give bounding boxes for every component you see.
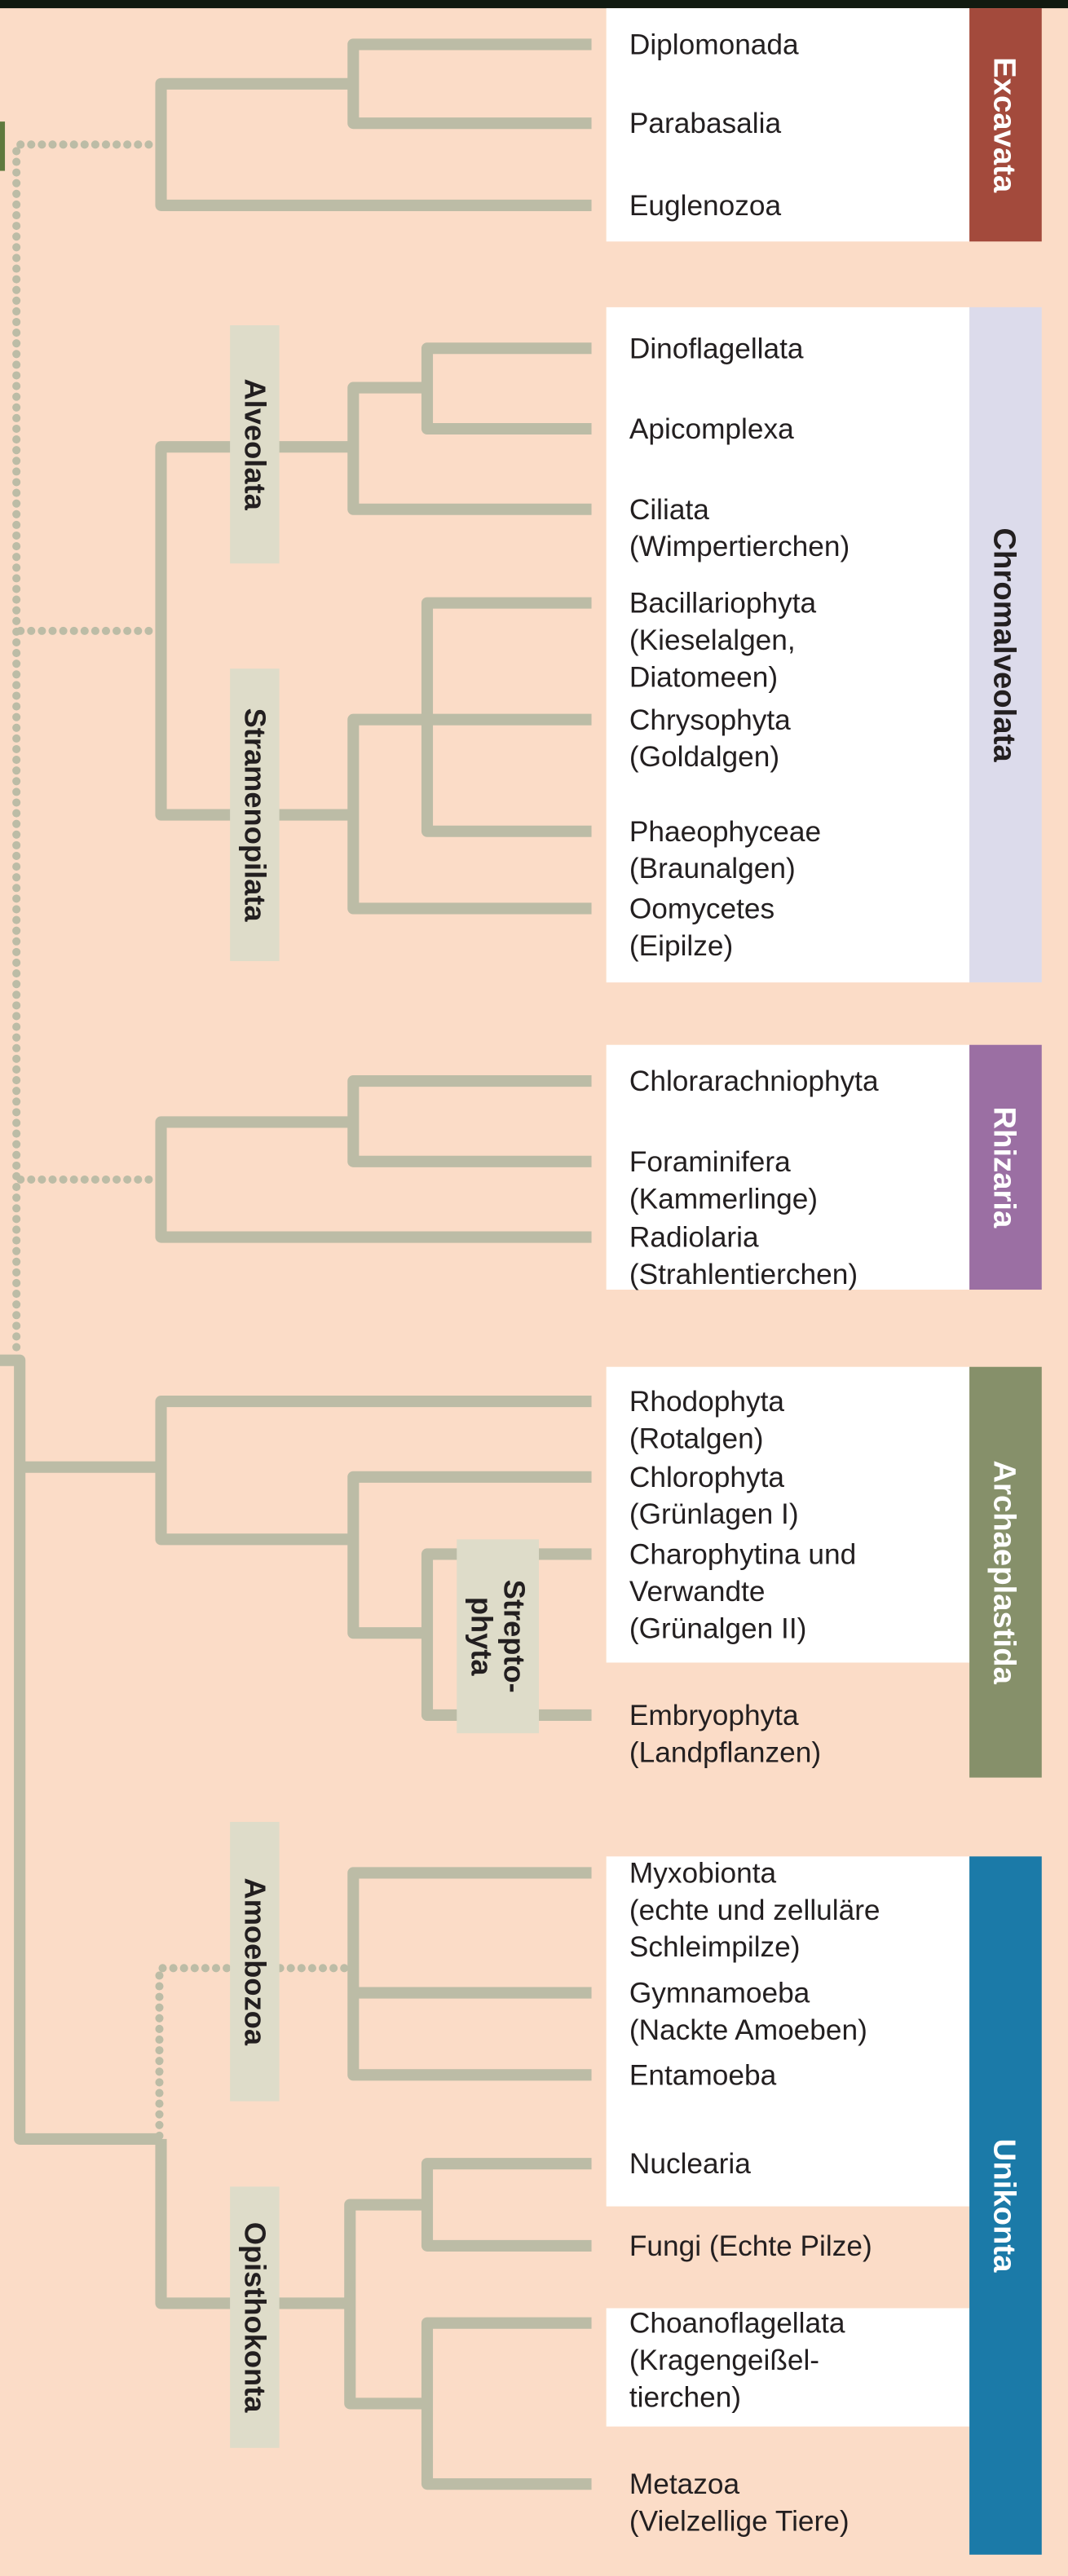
supergroup-label: Unikonta <box>986 2139 1022 2273</box>
taxon-label-line: (Landpflanzen) <box>629 1736 821 1768</box>
clade-label-line: Opisthokonta <box>238 2222 271 2414</box>
left-edge-marker <box>0 121 6 171</box>
top-bar <box>0 0 1068 9</box>
taxon-label-line: Myxobionta <box>629 1858 777 1890</box>
taxon-label: Chlorophyta (Grünlagen I) <box>629 1462 799 1530</box>
supergroup-bar-archaeplastida <box>969 1366 1042 1778</box>
taxon-label-line: Diplomonada <box>629 29 799 61</box>
taxon-label: Embryophyta (Landpflanzen) <box>629 1700 821 1768</box>
taxon-label-line: (Rotalgen) <box>629 1423 764 1454</box>
taxon-label-line: Chrysophyta <box>629 704 791 736</box>
taxon-label: Charophytina und Verwandte (Grünalgen II) <box>629 1539 856 1645</box>
taxon-label-line: (Goldalgen) <box>629 741 779 773</box>
taxon-label-line: Chlorarachniophyta <box>629 1065 879 1097</box>
clade-label-line: Stramenopilata <box>238 708 271 923</box>
supergroup-bars: Excavata Chromalveolata Rhizaria Archaeplas… <box>969 8 1042 2555</box>
taxon-label: Apicomplexa <box>629 413 794 445</box>
taxon-label-line: Charophytina und <box>629 1539 856 1571</box>
clade-label-streptophyta: Strepto-phyta <box>457 1539 540 1734</box>
clade-label-stramenopilata: Stramenopilata <box>230 668 280 961</box>
taxon-label-line: tierchen) <box>629 2381 741 2413</box>
taxon-label-line: Diatomeen) <box>629 661 778 693</box>
taxon-label-line: (Kieselalgen, <box>629 624 796 656</box>
taxon-label-line: Choanoflagellata <box>629 2308 845 2340</box>
taxon-label: Nuclearia <box>629 2148 751 2180</box>
supergroup-bar-unikonta <box>969 1856 1042 2555</box>
taxon-label-line: Bacillariophyta <box>629 588 817 620</box>
taxon-label-line: Schleimpilze) <box>629 1931 801 1963</box>
taxon-label-line: (Braunalgen) <box>629 853 796 884</box>
leaf-boxes <box>606 8 970 2427</box>
taxon-label-line: Euglenozoa <box>629 190 782 222</box>
taxon-label-line: (Grünlagen I) <box>629 1498 799 1530</box>
taxon-label-line: (Wimpertierchen) <box>629 531 850 562</box>
taxon-label-line: (Grünalgen II) <box>629 1612 806 1644</box>
taxon-label-line: Ciliata <box>629 494 709 526</box>
supergroup-bar-excavata <box>969 8 1042 242</box>
supergroup-label: Archaeplastida <box>986 1460 1022 1684</box>
taxon-label-line: (echte und zelluläre <box>629 1895 880 1926</box>
taxon-label: Euglenozoa <box>629 190 782 222</box>
taxon-label: Phaeophyceae (Braunalgen) <box>629 816 821 884</box>
taxon-label-line: Verwandte <box>629 1576 766 1608</box>
taxon-label: Dinoflagellata <box>629 333 804 364</box>
taxon-label: Myxobionta (echte und zelluläre Schleimpil… <box>629 1858 880 1964</box>
taxon-label: Radiolaria (Strahlentierchen) <box>629 1222 858 1290</box>
taxon-label-line: Apicomplexa <box>629 413 794 445</box>
taxon-label-line: Fungi (Echte Pilze) <box>629 2230 872 2262</box>
taxon-label: Oomycetes (Eipilze) <box>629 893 775 962</box>
taxon-label-line: Embryophyta <box>629 1700 799 1731</box>
taxon-label-line: Rhodophyta <box>629 1386 785 1418</box>
taxon-label-line: Entamoeba <box>629 2059 777 2091</box>
clade-label-line: Amoebozoa <box>238 1878 271 2046</box>
taxon-label: Chrysophyta (Goldalgen) <box>629 704 791 773</box>
taxon-label: Fungi (Echte Pilze) <box>629 2230 872 2262</box>
clade-label-opisthokonta: Opisthokonta <box>230 2186 280 2448</box>
taxon-label-line: Nuclearia <box>629 2148 751 2180</box>
clade-labels: Alveolata Stramenopilata Strepto-phyta Amoe… <box>230 325 540 2448</box>
clade-label-line: Strepto- <box>498 1580 532 1693</box>
taxon-label: Rhodophyta (Rotalgen) <box>629 1386 785 1454</box>
taxon-label-line: (Vielzellige Tiere) <box>629 2506 850 2538</box>
clade-label-amoebozoa: Amoebozoa <box>230 1821 280 2102</box>
supergroup-bar-rhizaria <box>969 1044 1042 1290</box>
taxon-label-line: Phaeophyceae <box>629 816 821 848</box>
supergroup-bar-chromalveolata <box>969 307 1042 983</box>
clade-label-line: Alveolata <box>238 379 271 511</box>
taxon-label-line: (Nackte Amoeben) <box>629 2014 867 2046</box>
taxon-label: Choanoflagellata (Kragengeißel-tierchen) <box>629 2308 845 2414</box>
taxon-label: Diplomonada <box>629 29 799 61</box>
taxon-label-line: Chlorophyta <box>629 1462 784 1493</box>
taxon-label-line: Gymnamoeba <box>629 1978 810 2009</box>
supergroup-label: Rhizaria <box>986 1106 1022 1228</box>
taxon-label-line: Dinoflagellata <box>629 333 804 364</box>
taxon-label: Ciliata (Wimpertierchen) <box>629 494 850 562</box>
taxon-label: Entamoeba <box>629 2059 777 2091</box>
taxon-label-line: (Eipilze) <box>629 930 733 962</box>
taxon-label-line: (Kammerlinge) <box>629 1183 818 1215</box>
taxon-label: Foraminifera (Kammerlinge) <box>629 1146 818 1215</box>
taxon-label-line: (Kragengeißel- <box>629 2344 819 2376</box>
leaf-labels: Diplomonada Parabasalia Euglenozoa Dinoflag… <box>629 29 880 2538</box>
taxon-label-line: Foraminifera <box>629 1146 791 1178</box>
supergroup-label: Chromalveolata <box>986 527 1022 762</box>
supergroup-label: Excavata <box>986 57 1022 193</box>
taxon-label: Metazoa (Vielzellige Tiere) <box>629 2468 850 2537</box>
taxon-label-line: Metazoa <box>629 2468 740 2500</box>
taxon-label-line: Radiolaria <box>629 1222 759 1254</box>
taxon-label: Parabasalia <box>629 108 782 139</box>
clade-label-line: phyta <box>465 1597 498 1677</box>
taxon-label: Gymnamoeba (Nackte Amoeben) <box>629 1978 867 2046</box>
taxon-label: Chlorarachniophyta <box>629 1065 879 1097</box>
taxon-label: Bacillariophyta (Kieselalgen, Diatomeen) <box>629 588 817 694</box>
taxon-label-line: Parabasalia <box>629 108 782 139</box>
taxon-label-line: Oomycetes <box>629 893 775 925</box>
taxon-label-line: (Strahlentierchen) <box>629 1259 858 1290</box>
clade-label-alveolata: Alveolata <box>230 325 280 564</box>
